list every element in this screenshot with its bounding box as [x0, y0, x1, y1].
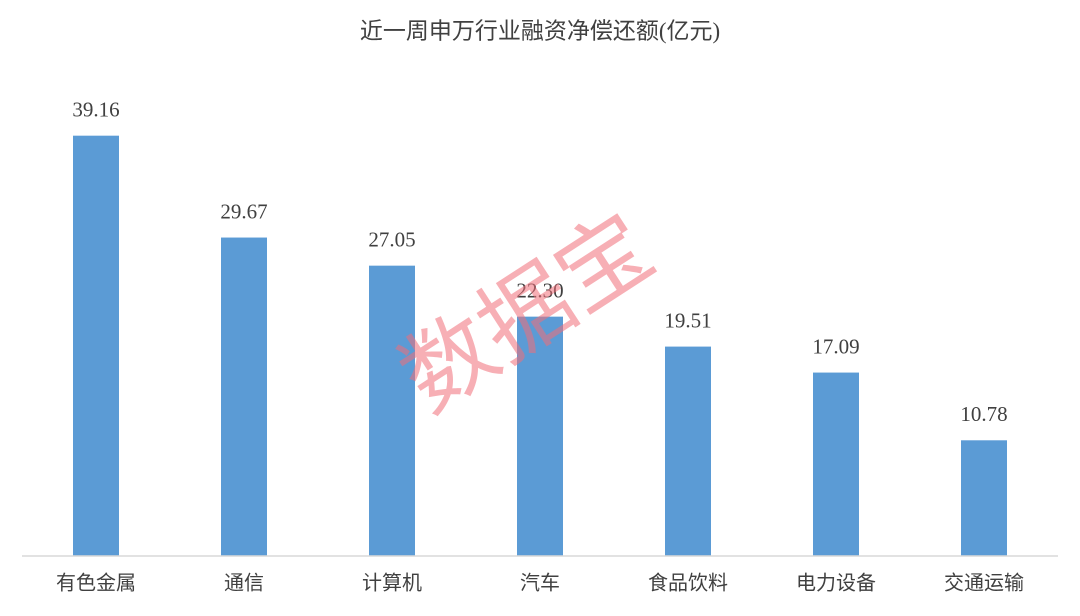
data-label: 17.09	[812, 334, 859, 358]
data-label: 27.05	[368, 227, 415, 251]
x-tick-label: 交通运输	[944, 572, 1024, 595]
data-label: 39.16	[72, 97, 119, 121]
bar	[961, 440, 1007, 556]
bar	[813, 372, 859, 556]
x-tick-label: 计算机	[362, 572, 422, 595]
bar	[73, 135, 119, 556]
bar	[665, 346, 711, 556]
x-tick-label: 电力设备	[796, 572, 876, 595]
bar	[221, 237, 267, 557]
chart-title: 近一周申万行业融资净偿还额(亿元)	[360, 18, 720, 43]
data-label: 19.51	[664, 308, 711, 332]
x-tick-label: 食品饮料	[648, 572, 728, 595]
bar	[369, 265, 415, 556]
data-label: 29.67	[220, 199, 267, 223]
x-tick-label: 有色金属	[56, 572, 136, 595]
data-label: 10.78	[960, 402, 1007, 426]
x-tick-label: 通信	[224, 572, 264, 595]
bar	[517, 316, 563, 556]
data-label: 22.30	[516, 278, 563, 302]
x-tick-label: 汽车	[520, 572, 560, 595]
